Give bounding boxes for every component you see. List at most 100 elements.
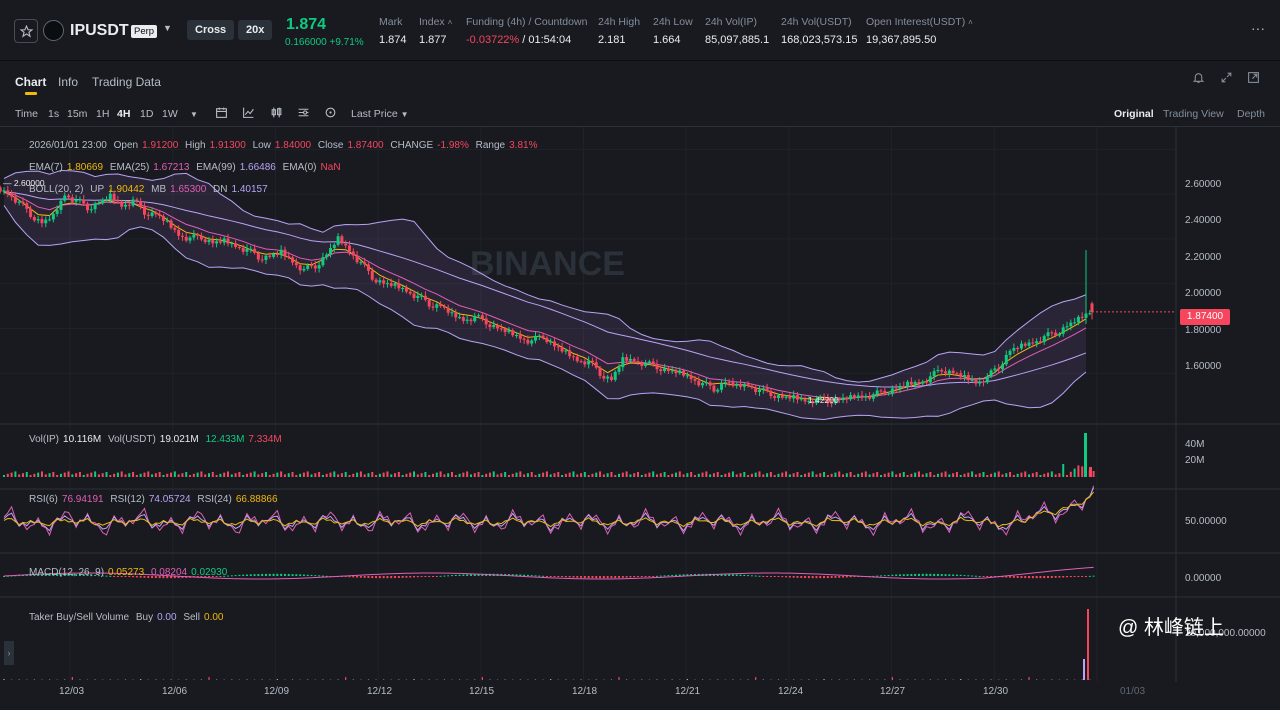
volume-bar — [276, 472, 279, 477]
macd-bar — [621, 576, 624, 578]
macd-bar — [405, 576, 408, 578]
calendar-icon[interactable] — [215, 106, 228, 122]
volume-bar — [667, 475, 670, 477]
volume-bar — [450, 472, 453, 477]
chart-type-icon[interactable] — [270, 106, 283, 122]
taker-axis-label: 20,000,000.00000 — [1185, 628, 1266, 639]
macd-bar — [834, 576, 837, 578]
taker-bar — [519, 679, 521, 680]
volume-bar — [333, 471, 336, 477]
volume-bar — [549, 474, 552, 477]
scroll-left-button[interactable]: › — [4, 641, 14, 665]
tab-info[interactable]: Info — [58, 75, 79, 89]
volume-bar — [352, 473, 355, 477]
candle-body — [663, 368, 667, 372]
candle-body — [63, 195, 67, 201]
volume-bar — [781, 472, 784, 477]
macd-bar — [94, 574, 97, 576]
macd-bar — [655, 575, 658, 577]
bell-icon[interactable] — [1192, 71, 1205, 87]
volume-bar — [394, 473, 397, 477]
view-original[interactable]: Original — [1114, 108, 1154, 120]
interval-1s[interactable]: 1s — [48, 108, 60, 120]
macd-bar — [933, 573, 936, 576]
macd-bar — [86, 574, 89, 576]
volume-bar — [1084, 433, 1087, 477]
volume-bar — [887, 472, 890, 477]
tab-chart[interactable]: Chart — [15, 75, 47, 89]
macd-bar — [739, 574, 742, 576]
margin-mode-button[interactable]: Cross — [187, 20, 235, 40]
macd-bar — [1012, 576, 1015, 578]
candle-body — [928, 376, 932, 383]
macd-bar — [716, 573, 719, 576]
taker-bar — [413, 679, 415, 680]
interval-4h[interactable]: 4H — [117, 108, 131, 120]
taker-bar — [496, 679, 499, 680]
interval-1w[interactable]: 1W — [162, 108, 178, 120]
volume-bar — [853, 475, 856, 477]
leverage-button[interactable]: 20x — [238, 20, 273, 40]
view-depth[interactable]: Depth — [1237, 108, 1266, 120]
view-trading-view[interactable]: Trading View — [1163, 108, 1224, 120]
taker-bar — [550, 679, 552, 680]
macd-bar — [523, 574, 526, 576]
chart-canvas[interactable]: BINANCE — [0, 127, 1280, 710]
favorite-star-icon[interactable] — [14, 19, 38, 43]
candle-body — [382, 280, 386, 284]
target-icon[interactable] — [324, 106, 337, 122]
volume-bar — [401, 475, 404, 477]
taker-bar — [1087, 609, 1089, 680]
volume-bar — [747, 475, 750, 477]
macd-bar — [731, 574, 734, 576]
more-menu-icon[interactable]: ··· — [1251, 20, 1265, 36]
expand-icon[interactable] — [1220, 71, 1233, 87]
price-type-select[interactable]: Last Price ▼ — [351, 108, 409, 120]
tab-trading-data[interactable]: Trading Data — [92, 75, 161, 89]
volume-bar — [754, 472, 757, 477]
macd-bar — [690, 574, 693, 576]
volume-bar — [261, 473, 264, 477]
interval-dropdown-icon[interactable]: ▼ — [190, 110, 198, 119]
time-label: Time — [15, 108, 38, 120]
date-label: 12/27 — [880, 686, 906, 697]
volume-bar — [3, 475, 5, 477]
candle-body — [196, 234, 200, 236]
indicator-icon[interactable] — [242, 106, 255, 122]
volume-bar — [189, 475, 192, 477]
settings-sliders-icon[interactable] — [297, 106, 310, 122]
volume-bar — [170, 472, 173, 477]
bollinger-fill — [4, 170, 1086, 420]
volume-bar — [208, 473, 211, 477]
symbol-name[interactable]: IPUSDT — [70, 22, 129, 39]
price-change: 0.166000 +9.71% — [285, 37, 364, 48]
interval-1h[interactable]: 1H — [96, 108, 110, 120]
taker-bar — [838, 679, 840, 680]
taker-bar — [679, 679, 681, 680]
macd-bar — [420, 576, 423, 577]
macd-bar — [378, 576, 381, 579]
symbol-dropdown-icon[interactable]: ▼ — [163, 23, 172, 33]
macd-bar — [606, 576, 609, 579]
candle-body — [678, 370, 682, 374]
candle-body — [139, 201, 143, 207]
volume-bar — [526, 473, 529, 477]
volume-bar — [1035, 472, 1038, 477]
last-price: 1.874 — [286, 16, 327, 33]
candle-body — [742, 384, 746, 387]
candle-body — [909, 381, 913, 385]
volume-bar — [33, 473, 36, 477]
candle-body — [496, 325, 500, 329]
taker-bar — [618, 677, 620, 680]
popout-icon[interactable] — [1247, 71, 1260, 87]
interval-15m[interactable]: 15m — [67, 108, 88, 120]
candle-body — [541, 335, 545, 338]
interval-1d[interactable]: 1D — [140, 108, 154, 120]
volume-bar — [819, 473, 822, 477]
taker-bar — [876, 679, 878, 680]
volume-bar — [1058, 473, 1061, 477]
macd-bar — [473, 574, 476, 576]
candle-body — [537, 335, 541, 337]
macd-bar — [921, 573, 924, 576]
taker-bar — [572, 679, 575, 680]
